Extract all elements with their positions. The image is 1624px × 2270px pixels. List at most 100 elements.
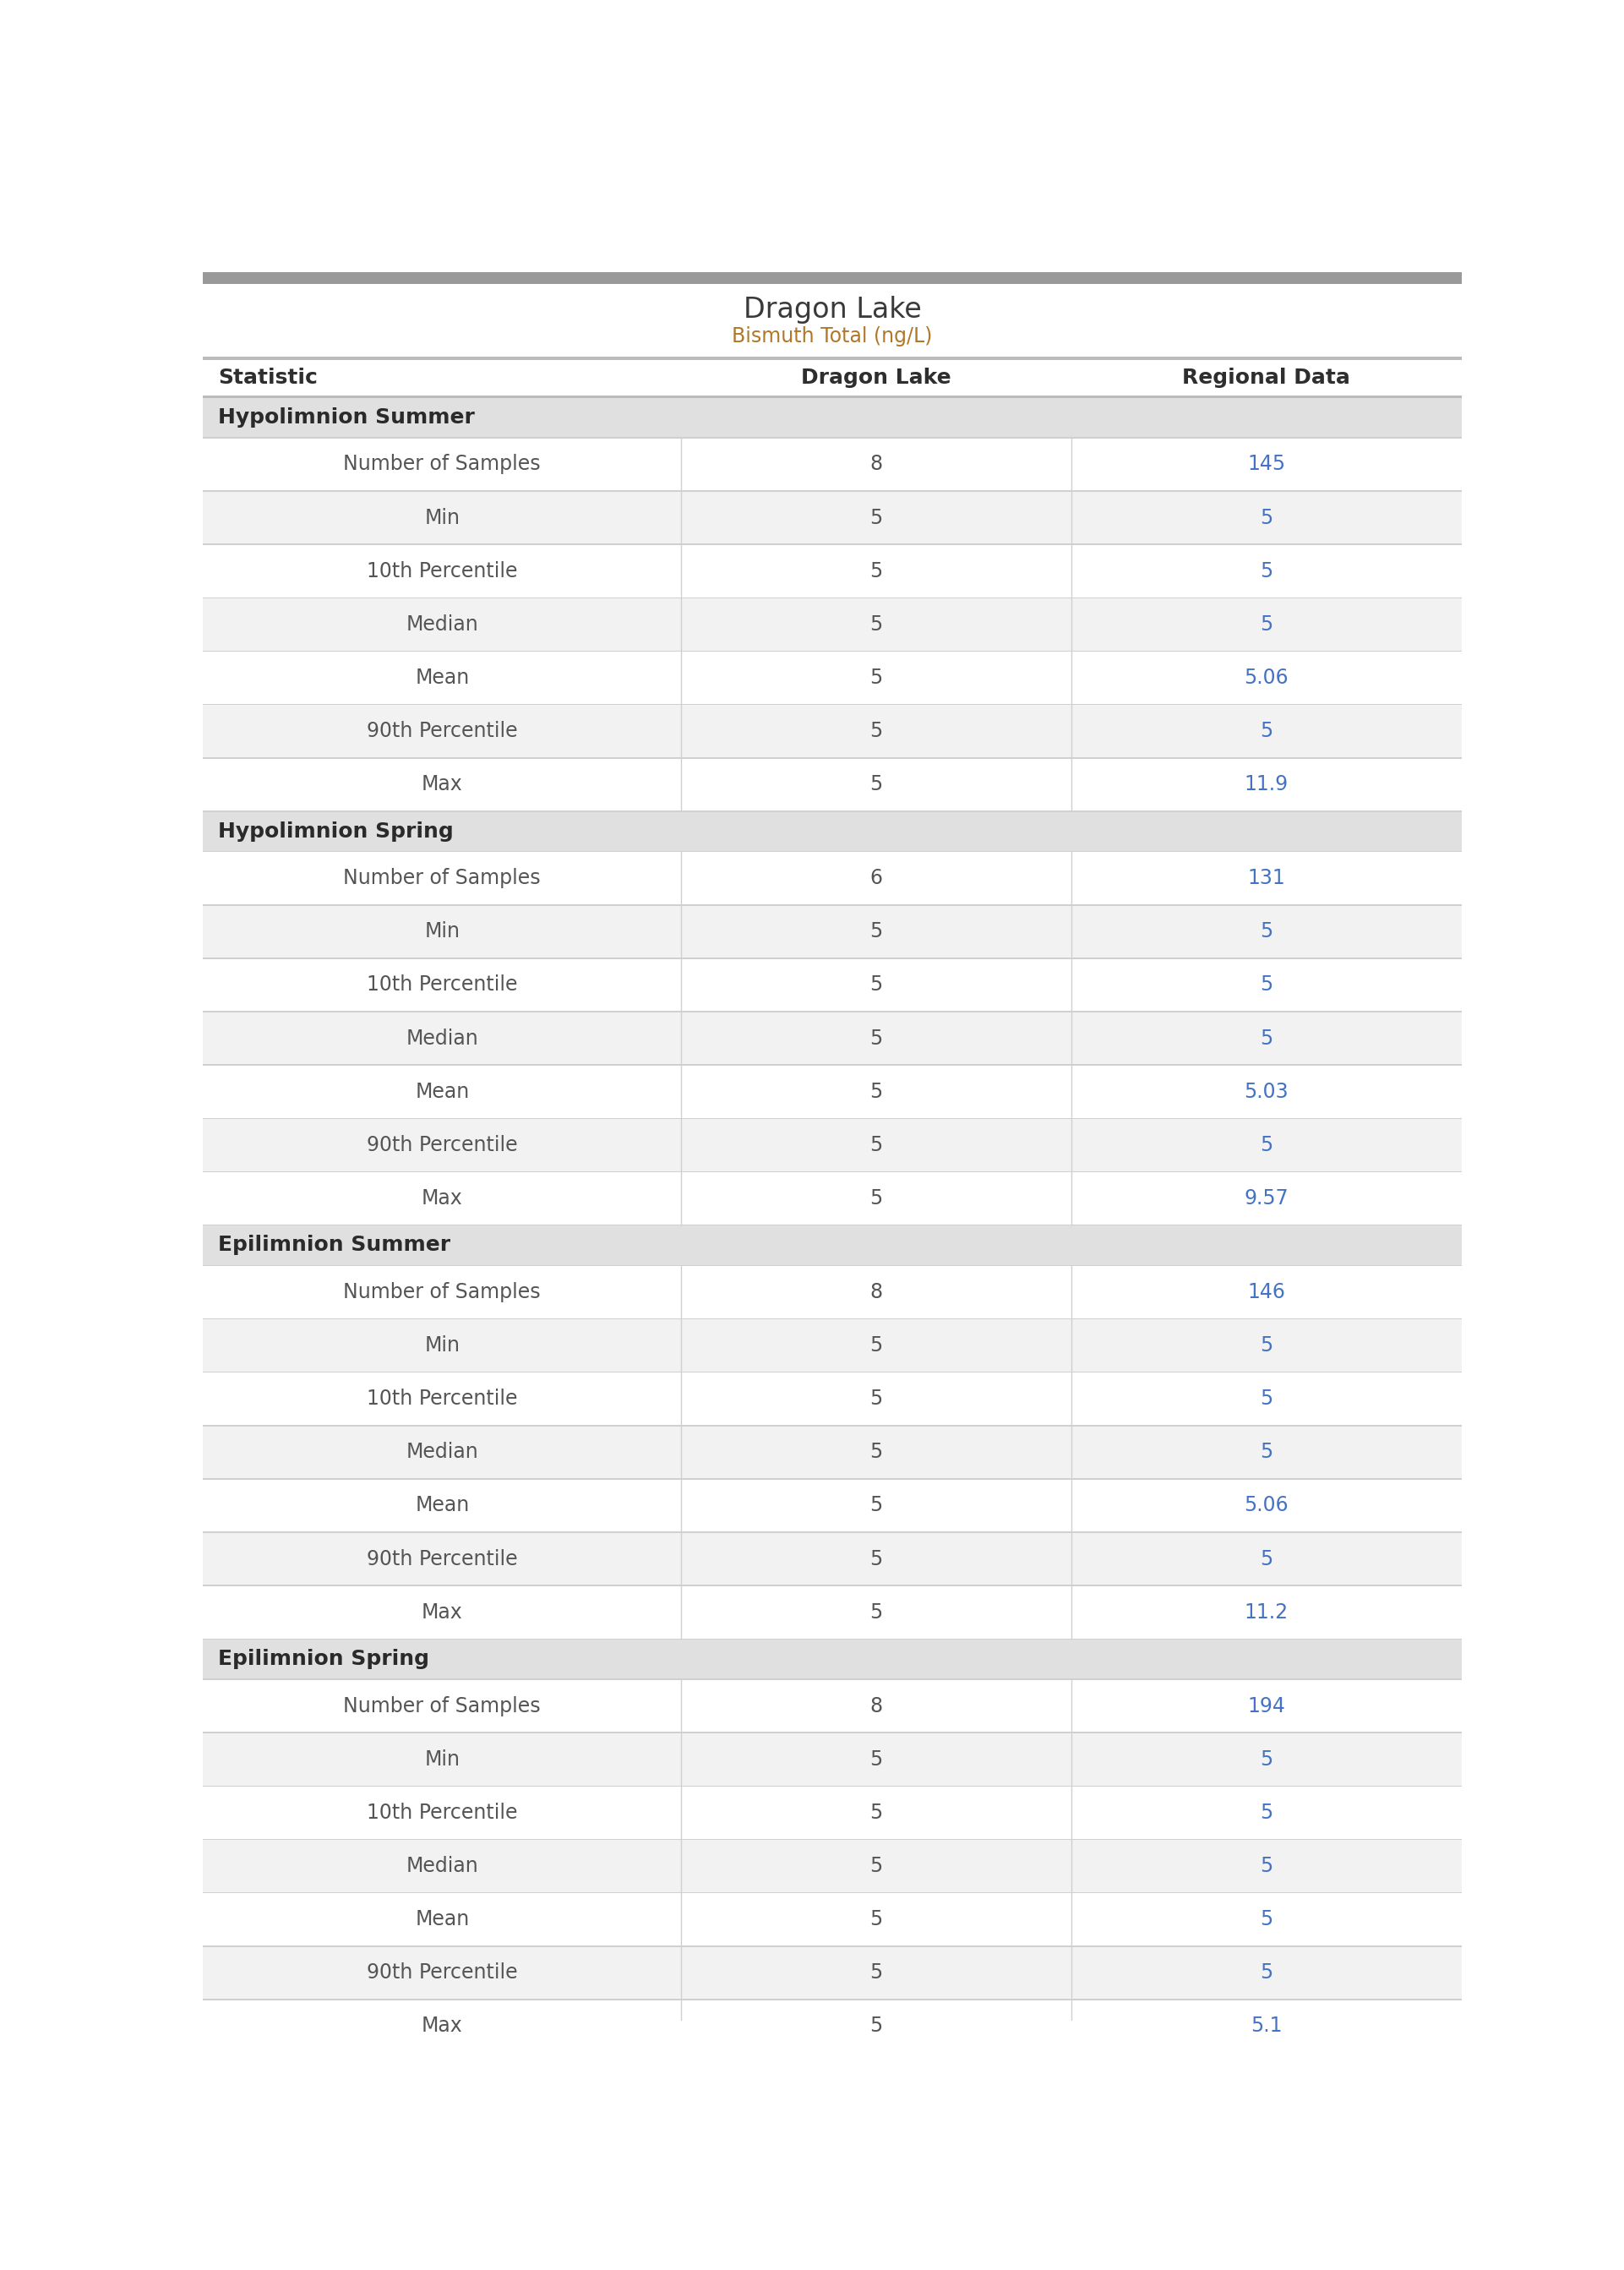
Text: Number of Samples: Number of Samples: [343, 1283, 541, 1303]
Text: 5: 5: [870, 974, 883, 994]
Text: 5: 5: [870, 1081, 883, 1101]
Text: 145: 145: [1247, 454, 1286, 474]
Bar: [203, 1319, 1462, 1371]
Bar: [203, 1532, 1462, 1584]
Bar: [203, 906, 1462, 958]
Bar: [203, 1680, 1462, 1732]
Bar: [203, 758, 1462, 810]
Text: Number of Samples: Number of Samples: [343, 1696, 541, 1716]
Bar: [203, 1480, 1462, 1532]
Text: 5: 5: [870, 1028, 883, 1049]
Text: 5: 5: [1260, 974, 1273, 994]
Text: Dragon Lake: Dragon Lake: [744, 295, 921, 325]
Text: Number of Samples: Number of Samples: [343, 454, 541, 474]
Bar: [203, 2000, 1462, 2052]
Text: 5: 5: [1260, 615, 1273, 636]
Bar: [203, 1948, 1462, 2000]
Text: 5: 5: [870, 561, 883, 581]
Bar: [203, 599, 1462, 651]
Bar: [203, 356, 1462, 359]
Text: 146: 146: [1247, 1283, 1286, 1303]
Text: 194: 194: [1247, 1696, 1286, 1716]
Text: 5: 5: [870, 1335, 883, 1355]
Bar: [203, 1226, 1462, 1264]
Bar: [203, 651, 1462, 704]
Text: 10th Percentile: 10th Percentile: [367, 974, 518, 994]
Bar: [203, 1065, 1462, 1117]
Text: 11.2: 11.2: [1244, 1603, 1288, 1623]
Bar: [203, 1734, 1462, 1786]
Bar: [203, 958, 1462, 1010]
Text: Min: Min: [424, 508, 460, 529]
Bar: [203, 1426, 1462, 1478]
Text: Hypolimnion Summer: Hypolimnion Summer: [218, 406, 474, 427]
Bar: [203, 1893, 1462, 1945]
Text: 5: 5: [870, 1750, 883, 1771]
Text: Max: Max: [422, 774, 463, 794]
Text: Min: Min: [424, 922, 460, 942]
Text: 131: 131: [1247, 867, 1286, 888]
Bar: [203, 545, 1462, 597]
Bar: [203, 1841, 1462, 1893]
Text: 5: 5: [870, 1964, 883, 1984]
Text: 5: 5: [870, 1909, 883, 1930]
Text: 5: 5: [1260, 561, 1273, 581]
Bar: [203, 706, 1462, 758]
Text: 6: 6: [870, 867, 883, 888]
Text: 5: 5: [1260, 1802, 1273, 1823]
Text: 10th Percentile: 10th Percentile: [367, 1802, 518, 1823]
Bar: [203, 1786, 1462, 1839]
Text: 90th Percentile: 90th Percentile: [367, 1135, 518, 1155]
Text: 5: 5: [1260, 1135, 1273, 1155]
Bar: [203, 1587, 1462, 1639]
Text: Mean: Mean: [416, 1909, 469, 1930]
Text: Median: Median: [406, 1857, 479, 1877]
Text: 90th Percentile: 90th Percentile: [367, 1964, 518, 1984]
Text: 5: 5: [870, 722, 883, 742]
Text: 5: 5: [1260, 1857, 1273, 1877]
Text: Epilimnion Summer: Epilimnion Summer: [218, 1235, 450, 1255]
Bar: [203, 1373, 1462, 1426]
Text: 5: 5: [1260, 922, 1273, 942]
Text: 5: 5: [870, 1857, 883, 1877]
Bar: [203, 813, 1462, 851]
Text: Median: Median: [406, 615, 479, 636]
Text: 5: 5: [870, 615, 883, 636]
Text: Bismuth Total (ng/L): Bismuth Total (ng/L): [732, 327, 932, 347]
Text: 5: 5: [870, 1603, 883, 1623]
Text: Median: Median: [406, 1028, 479, 1049]
Text: 8: 8: [870, 454, 883, 474]
Text: 5: 5: [1260, 1750, 1273, 1771]
Text: 5: 5: [870, 774, 883, 794]
Bar: [203, 1267, 1462, 1319]
Text: 5: 5: [1260, 1335, 1273, 1355]
Text: 5: 5: [1260, 1028, 1273, 1049]
Text: 5: 5: [1260, 508, 1273, 529]
Text: 5: 5: [1260, 1548, 1273, 1569]
Text: 5: 5: [870, 1389, 883, 1410]
Text: 8: 8: [870, 1696, 883, 1716]
Text: 5.06: 5.06: [1244, 1496, 1289, 1516]
Bar: [203, 284, 1462, 356]
Bar: [203, 395, 1462, 397]
Text: Hypolimnion Spring: Hypolimnion Spring: [218, 822, 453, 842]
Text: Max: Max: [422, 1187, 463, 1208]
Text: 5: 5: [870, 1802, 883, 1823]
Text: 5: 5: [870, 667, 883, 688]
Text: 5: 5: [870, 1441, 883, 1462]
Text: Median: Median: [406, 1441, 479, 1462]
Text: 5: 5: [1260, 1389, 1273, 1410]
Text: 5: 5: [870, 1187, 883, 1208]
Text: 5: 5: [1260, 1964, 1273, 1984]
Text: 5: 5: [870, 1135, 883, 1155]
Text: Statistic: Statistic: [218, 368, 318, 388]
Text: Mean: Mean: [416, 1081, 469, 1101]
Bar: [203, 272, 1462, 284]
Text: 5.03: 5.03: [1244, 1081, 1289, 1101]
Text: 90th Percentile: 90th Percentile: [367, 722, 518, 742]
Text: 90th Percentile: 90th Percentile: [367, 1548, 518, 1569]
Text: 5: 5: [1260, 722, 1273, 742]
Text: 5: 5: [870, 1496, 883, 1516]
Text: 5: 5: [870, 1548, 883, 1569]
Bar: [203, 2020, 1462, 2054]
